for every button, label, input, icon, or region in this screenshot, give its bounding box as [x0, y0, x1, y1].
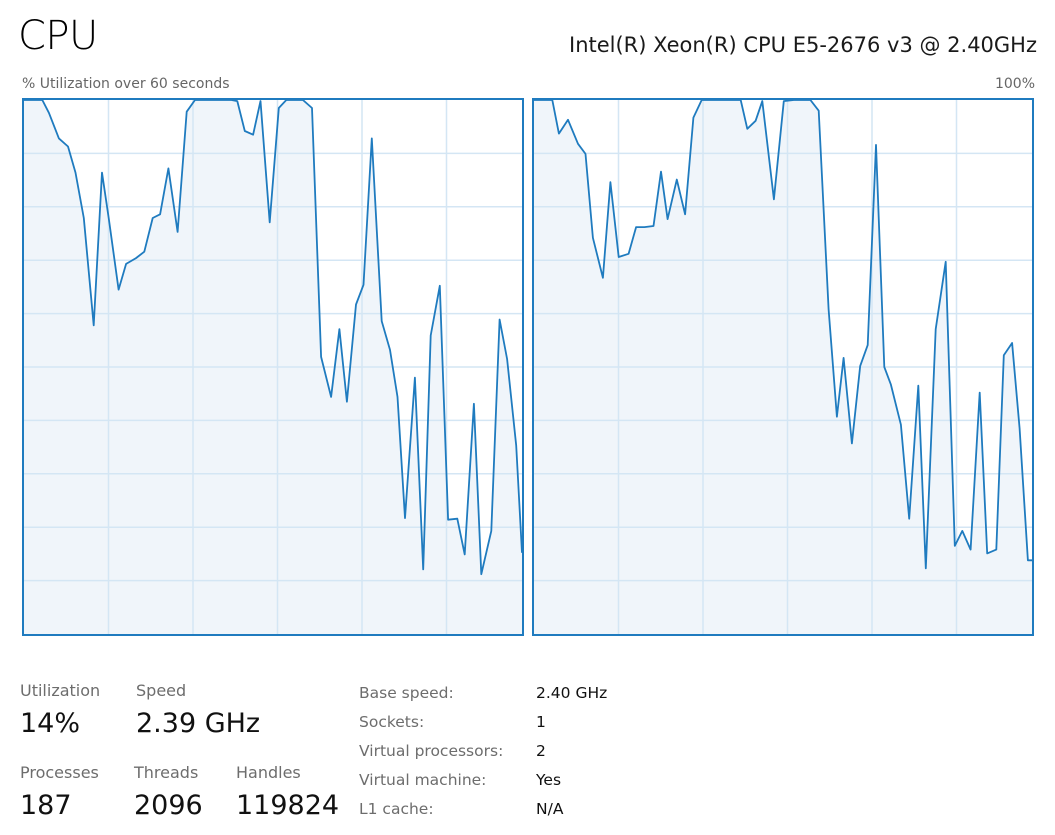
stat-handles: Handles 119824 — [236, 763, 339, 823]
stat-value: 2096 — [134, 790, 203, 821]
graph-caption: % Utilization over 60 seconds — [22, 76, 230, 92]
cpu-info-table: Base speed: 2.40 GHz Sockets: 1 Virtual … — [359, 679, 607, 824]
stat-threads: Threads 2096 — [134, 763, 203, 823]
info-key: Virtual machine: — [359, 771, 487, 789]
stat-label: Handles — [236, 763, 301, 782]
stat-label: Processes — [20, 763, 99, 782]
info-value: Yes — [536, 771, 562, 789]
cpu-graph-logical-processor-1[interactable] — [532, 98, 1034, 636]
stat-value: 119824 — [236, 790, 340, 821]
info-row-l1-cache: L1 cache: N/A — [359, 795, 607, 824]
info-value: 1 — [536, 713, 546, 731]
cpu-graph-logical-processor-0[interactable] — [22, 98, 524, 636]
info-row-base-speed: Base speed: 2.40 GHz — [359, 679, 607, 708]
info-value: 2 — [536, 742, 546, 760]
info-row-sockets: Sockets: 1 — [359, 708, 607, 737]
stat-value: 14% — [20, 708, 81, 739]
stat-processes: Processes 187 — [20, 763, 99, 823]
stat-label: Speed — [136, 681, 187, 700]
page-title: CPU — [18, 13, 98, 59]
cpu-model-name: Intel(R) Xeon(R) CPU E5-2676 v3 @ 2.40GH… — [569, 33, 1037, 57]
stat-label: Threads — [134, 763, 199, 782]
info-key: Virtual processors: — [359, 742, 504, 760]
info-key: Sockets: — [359, 713, 425, 731]
utilization-chart — [24, 100, 522, 634]
info-value: 2.40 GHz — [536, 684, 608, 702]
stat-value: 2.39 GHz — [136, 708, 261, 739]
info-row-virtual-machine: Virtual machine: Yes — [359, 766, 607, 795]
info-row-virtual-processors: Virtual processors: 2 — [359, 737, 607, 766]
stat-label: Utilization — [20, 681, 101, 700]
graph-max-label: 100% — [994, 76, 1035, 92]
info-key: L1 cache: — [359, 800, 434, 818]
info-key: Base speed: — [359, 684, 454, 702]
stat-value: 187 — [20, 790, 72, 821]
stat-utilization: Utilization 14% — [20, 681, 100, 741]
stat-speed: Speed 2.39 GHz — [136, 681, 260, 741]
utilization-chart — [534, 100, 1032, 634]
info-value: N/A — [536, 800, 564, 818]
